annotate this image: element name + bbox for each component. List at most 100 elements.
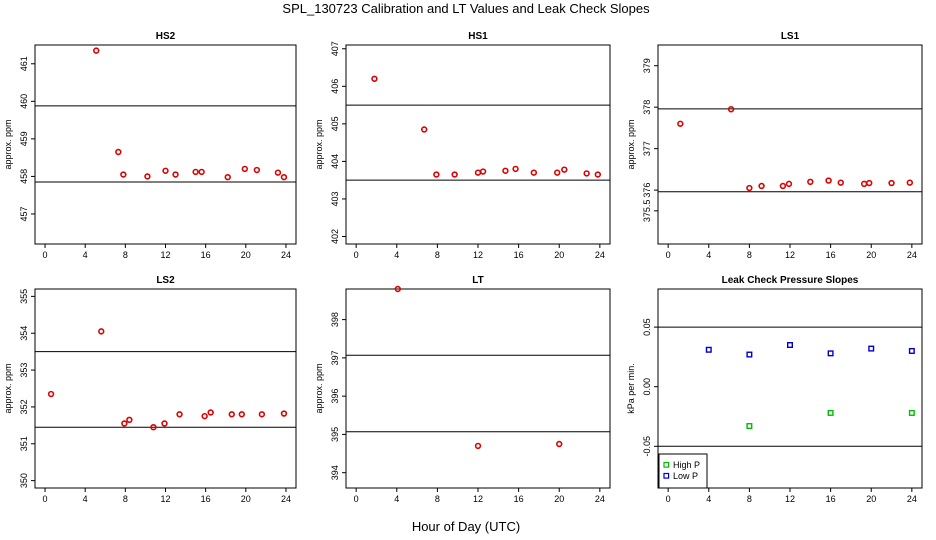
y-tick-label-ls2: 354 [19,326,29,341]
data-point-hs1 [512,165,519,173]
data-point-hs1 [420,126,428,133]
legend-marker-low-p [663,472,670,479]
data-point-ls1 [860,180,868,188]
x-tick-label-lt: 16 [514,494,524,504]
y-axis-label-leak: kPa per min. [626,363,636,414]
data-point-ls2 [280,410,288,417]
data-point-high-p [746,423,753,430]
y-tick-label-hs1: 407 [330,41,340,56]
data-point-hs2 [253,166,261,174]
x-tick-label-hs1: 4 [394,250,399,260]
data-point-ls2 [126,416,133,424]
x-tick-label-hs2: 24 [281,250,291,260]
legend-box [658,453,708,489]
data-point-ls1 [677,120,684,127]
y-tick-label-leak: 0.05 [642,318,652,336]
x-tick-label-ls1: 0 [666,250,671,260]
x-tick-label-hs1: 8 [435,250,440,260]
data-point-hs2 [198,168,205,176]
panel-leak: Leak Check Pressure Slopes kPa per min. 0 4… [626,275,923,504]
x-tick-label-hs1: 12 [473,250,483,260]
data-point-hs1 [474,169,482,176]
x-tick-label-lt: 20 [554,494,564,504]
data-point-ls2 [238,411,245,418]
data-point-hs2 [241,165,249,173]
y-axis-label-hs1: approx. ppm [314,119,324,169]
x-tick-label-leak: 8 [747,494,752,504]
y-tick-label-hs1: 406 [330,79,340,94]
panel-hs2: HS2 approx. ppm 0 4 8 12 16 20 24 457 458 459 460 461 [3,31,297,260]
data-point-hs2 [172,171,179,178]
data-point-ls2 [47,390,55,398]
data-point-hs2 [93,47,100,54]
y-tick-label-lt: 395 [330,427,340,442]
data-point-hs2 [144,173,151,180]
x-tick-label-hs1: 24 [595,250,605,260]
x-tick-label-leak: 16 [826,494,836,504]
data-point-hs2 [280,173,288,181]
x-tick-label-ls2: 0 [43,494,48,504]
data-point-ls2 [150,423,157,431]
data-point-hs2 [120,171,127,178]
data-point-hs2 [115,148,122,156]
legend-marker-high-p [663,461,670,468]
x-tick-label-ls1: 12 [785,250,795,260]
y-tick-label-ls1: 375.5 [642,200,652,223]
data-point-high-p [908,409,915,416]
data-point-hs1 [530,169,538,176]
data-point-ls2 [121,420,128,427]
y-tick-label-leak: 0.00 [642,378,652,396]
data-point-ls1 [865,179,873,187]
y-tick-label-hs2: 459 [19,131,29,146]
y-tick-label-hs1: 405 [330,116,340,131]
x-tick-label-hs1: 20 [554,250,564,260]
x-tick-label-leak: 4 [706,494,711,504]
y-tick-label-ls1: 378 [642,100,652,115]
y-tick-label-hs2: 458 [19,169,29,184]
y-axis-label-hs2: approx. ppm [3,119,13,169]
y-tick-label-hs1: 402 [330,229,340,244]
y-tick-label-lt: 397 [330,350,340,365]
x-tick-label-hs1: 0 [354,250,359,260]
data-point-ls1 [785,180,793,188]
data-point-ls1 [888,179,895,187]
x-tick-label-hs2: 0 [43,250,48,260]
y-tick-label-ls2: 351 [19,436,29,451]
x-tick-label-lt: 0 [354,494,359,504]
plot-frame [345,44,611,245]
plot-frame [34,288,297,489]
x-tick-label-ls2: 12 [160,494,170,504]
x-tick-label-ls2: 20 [241,494,251,504]
data-point-low-p [705,346,712,353]
data-point-ls1 [837,179,844,186]
data-point-hs2 [224,173,231,181]
data-point-high-p [827,409,834,416]
x-tick-label-hs2: 16 [201,250,211,260]
y-tick-label-lt: 398 [330,312,340,327]
x-tick-label-lt: 8 [435,494,440,504]
x-tick-label-hs2: 8 [123,250,128,260]
data-point-ls1 [807,178,814,186]
y-tick-label-hs1: 404 [330,154,340,169]
y-tick-label-ls1: 379 [642,58,652,73]
y-tick-label-lt: 396 [330,389,340,404]
data-point-hs2 [192,168,199,176]
x-tick-label-hs2: 4 [83,250,88,260]
data-point-ls1 [825,177,832,184]
y-axis-label-lt: approx. ppm [314,363,324,413]
data-point-hs1 [553,169,561,176]
plot-frame [34,44,297,245]
x-tick-label-lt: 12 [473,494,483,504]
y-tick-label-ls2: 350 [19,473,29,488]
data-point-hs1 [451,171,458,178]
x-tick-label-ls1: 16 [826,250,836,260]
x-tick-label-leak: 24 [907,494,917,504]
data-point-low-p [908,347,915,354]
legend-label-high-p: High P [673,460,700,470]
panel-title-lt: LT [472,275,483,286]
data-point-hs1 [433,171,440,178]
y-tick-label-hs2: 461 [19,56,29,71]
data-point-ls1 [906,179,914,186]
data-point-ls1 [779,182,787,190]
